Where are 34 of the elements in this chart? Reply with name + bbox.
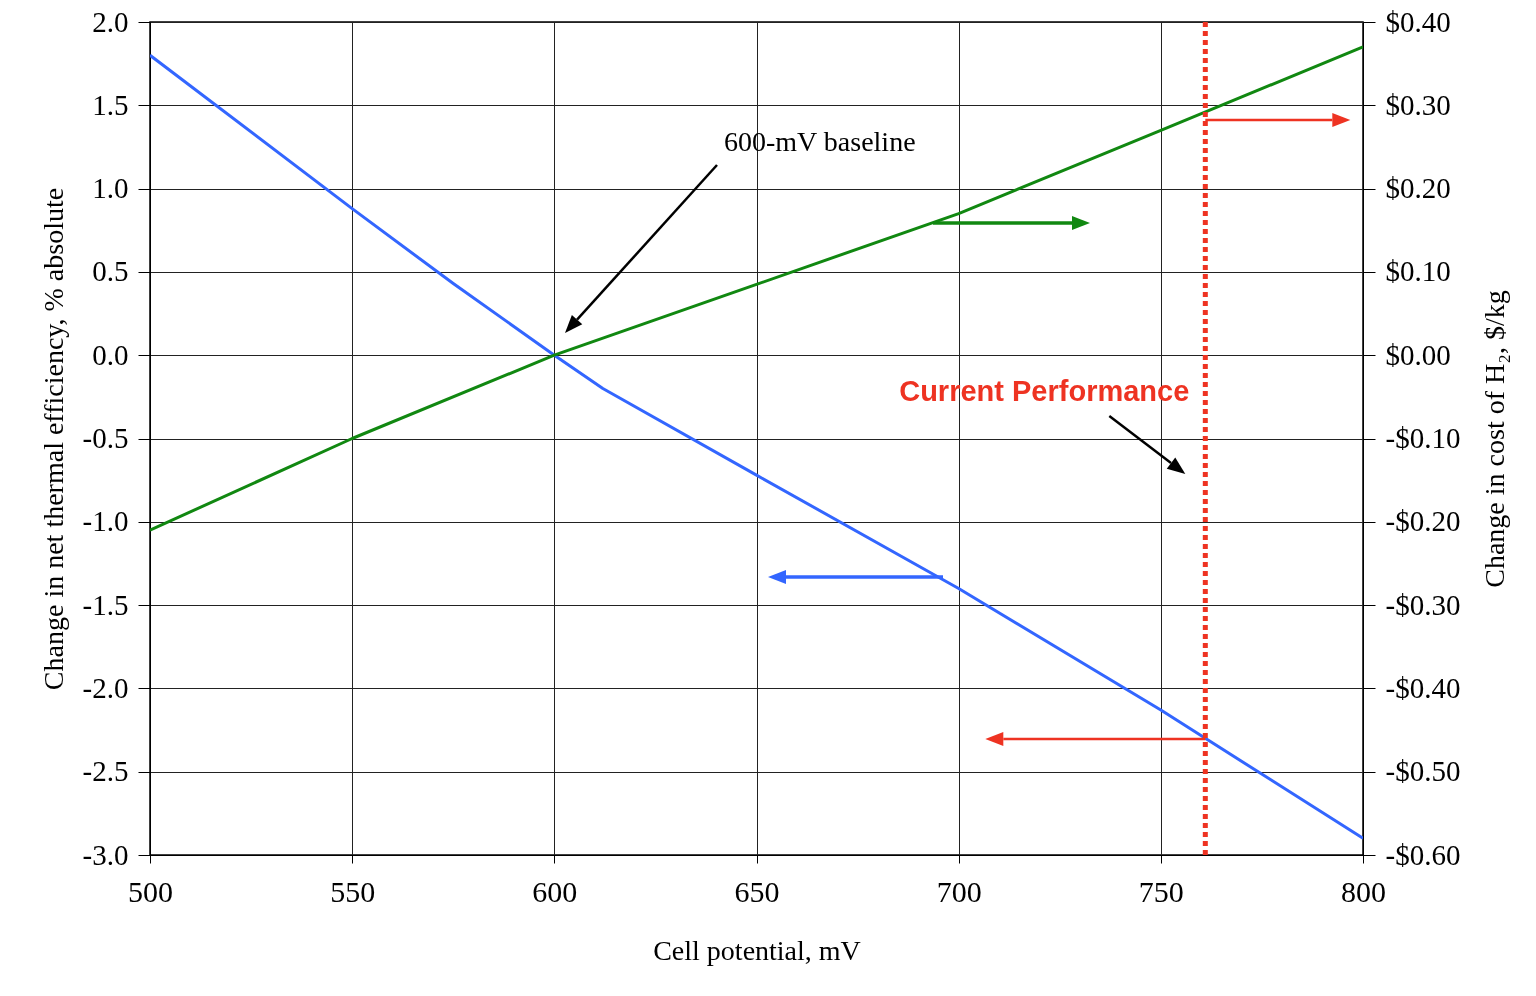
x-tick-label: 500	[128, 874, 173, 908]
y2-tick-label: $0.00	[1385, 338, 1451, 371]
y2-tick-label: -$0.50	[1385, 755, 1461, 788]
x-tick-label: 700	[936, 874, 982, 908]
x-axis-title: Cell potential, mV	[653, 934, 861, 966]
y-tick-label: 1.5	[92, 88, 129, 121]
x-tick-label: 800	[1341, 874, 1386, 908]
y2-tick-label: $0.40	[1385, 5, 1451, 38]
y2-axis-title: Change in cost of H₂, $/kg	[1479, 290, 1511, 588]
x-tick-label: 550	[330, 874, 376, 908]
y2-tick-label: $0.20	[1385, 172, 1451, 205]
y2-tick-label: $0.10	[1385, 255, 1451, 288]
line-series	[150, 45, 1363, 532]
y-tick-label: -2.0	[82, 671, 129, 704]
y2-tick-label: -$0.10	[1385, 422, 1461, 454]
x-tick-label: 650	[734, 874, 780, 908]
x-tick-label: 750	[1138, 874, 1184, 908]
y-tick-label: -1.0	[82, 505, 129, 538]
y2-tick-label: -$0.40	[1385, 671, 1461, 704]
y-tick-label: 0.0	[92, 338, 129, 371]
x-tick-label: 600	[532, 874, 578, 908]
y2-tick-label: -$0.20	[1385, 505, 1461, 538]
y-axis-title: Change in net thermal efficiency, % absolute	[37, 187, 69, 691]
y2-tick-label: -$0.60	[1385, 838, 1461, 871]
y-tick-label: 1.0	[92, 172, 129, 205]
y-tick-label: -0.5	[82, 422, 129, 454]
y-tick-label: -3.0	[82, 838, 129, 871]
y2-tick-label: -$0.30	[1385, 588, 1461, 621]
y-tick-label: 2.0	[92, 5, 129, 38]
y-tick-label: 0.5	[92, 255, 129, 288]
y-tick-label: -2.5	[82, 755, 129, 788]
y-tick-label: -1.5	[82, 588, 129, 621]
line-series	[150, 53, 1363, 840]
y2-tick-label: $0.30	[1385, 88, 1451, 121]
